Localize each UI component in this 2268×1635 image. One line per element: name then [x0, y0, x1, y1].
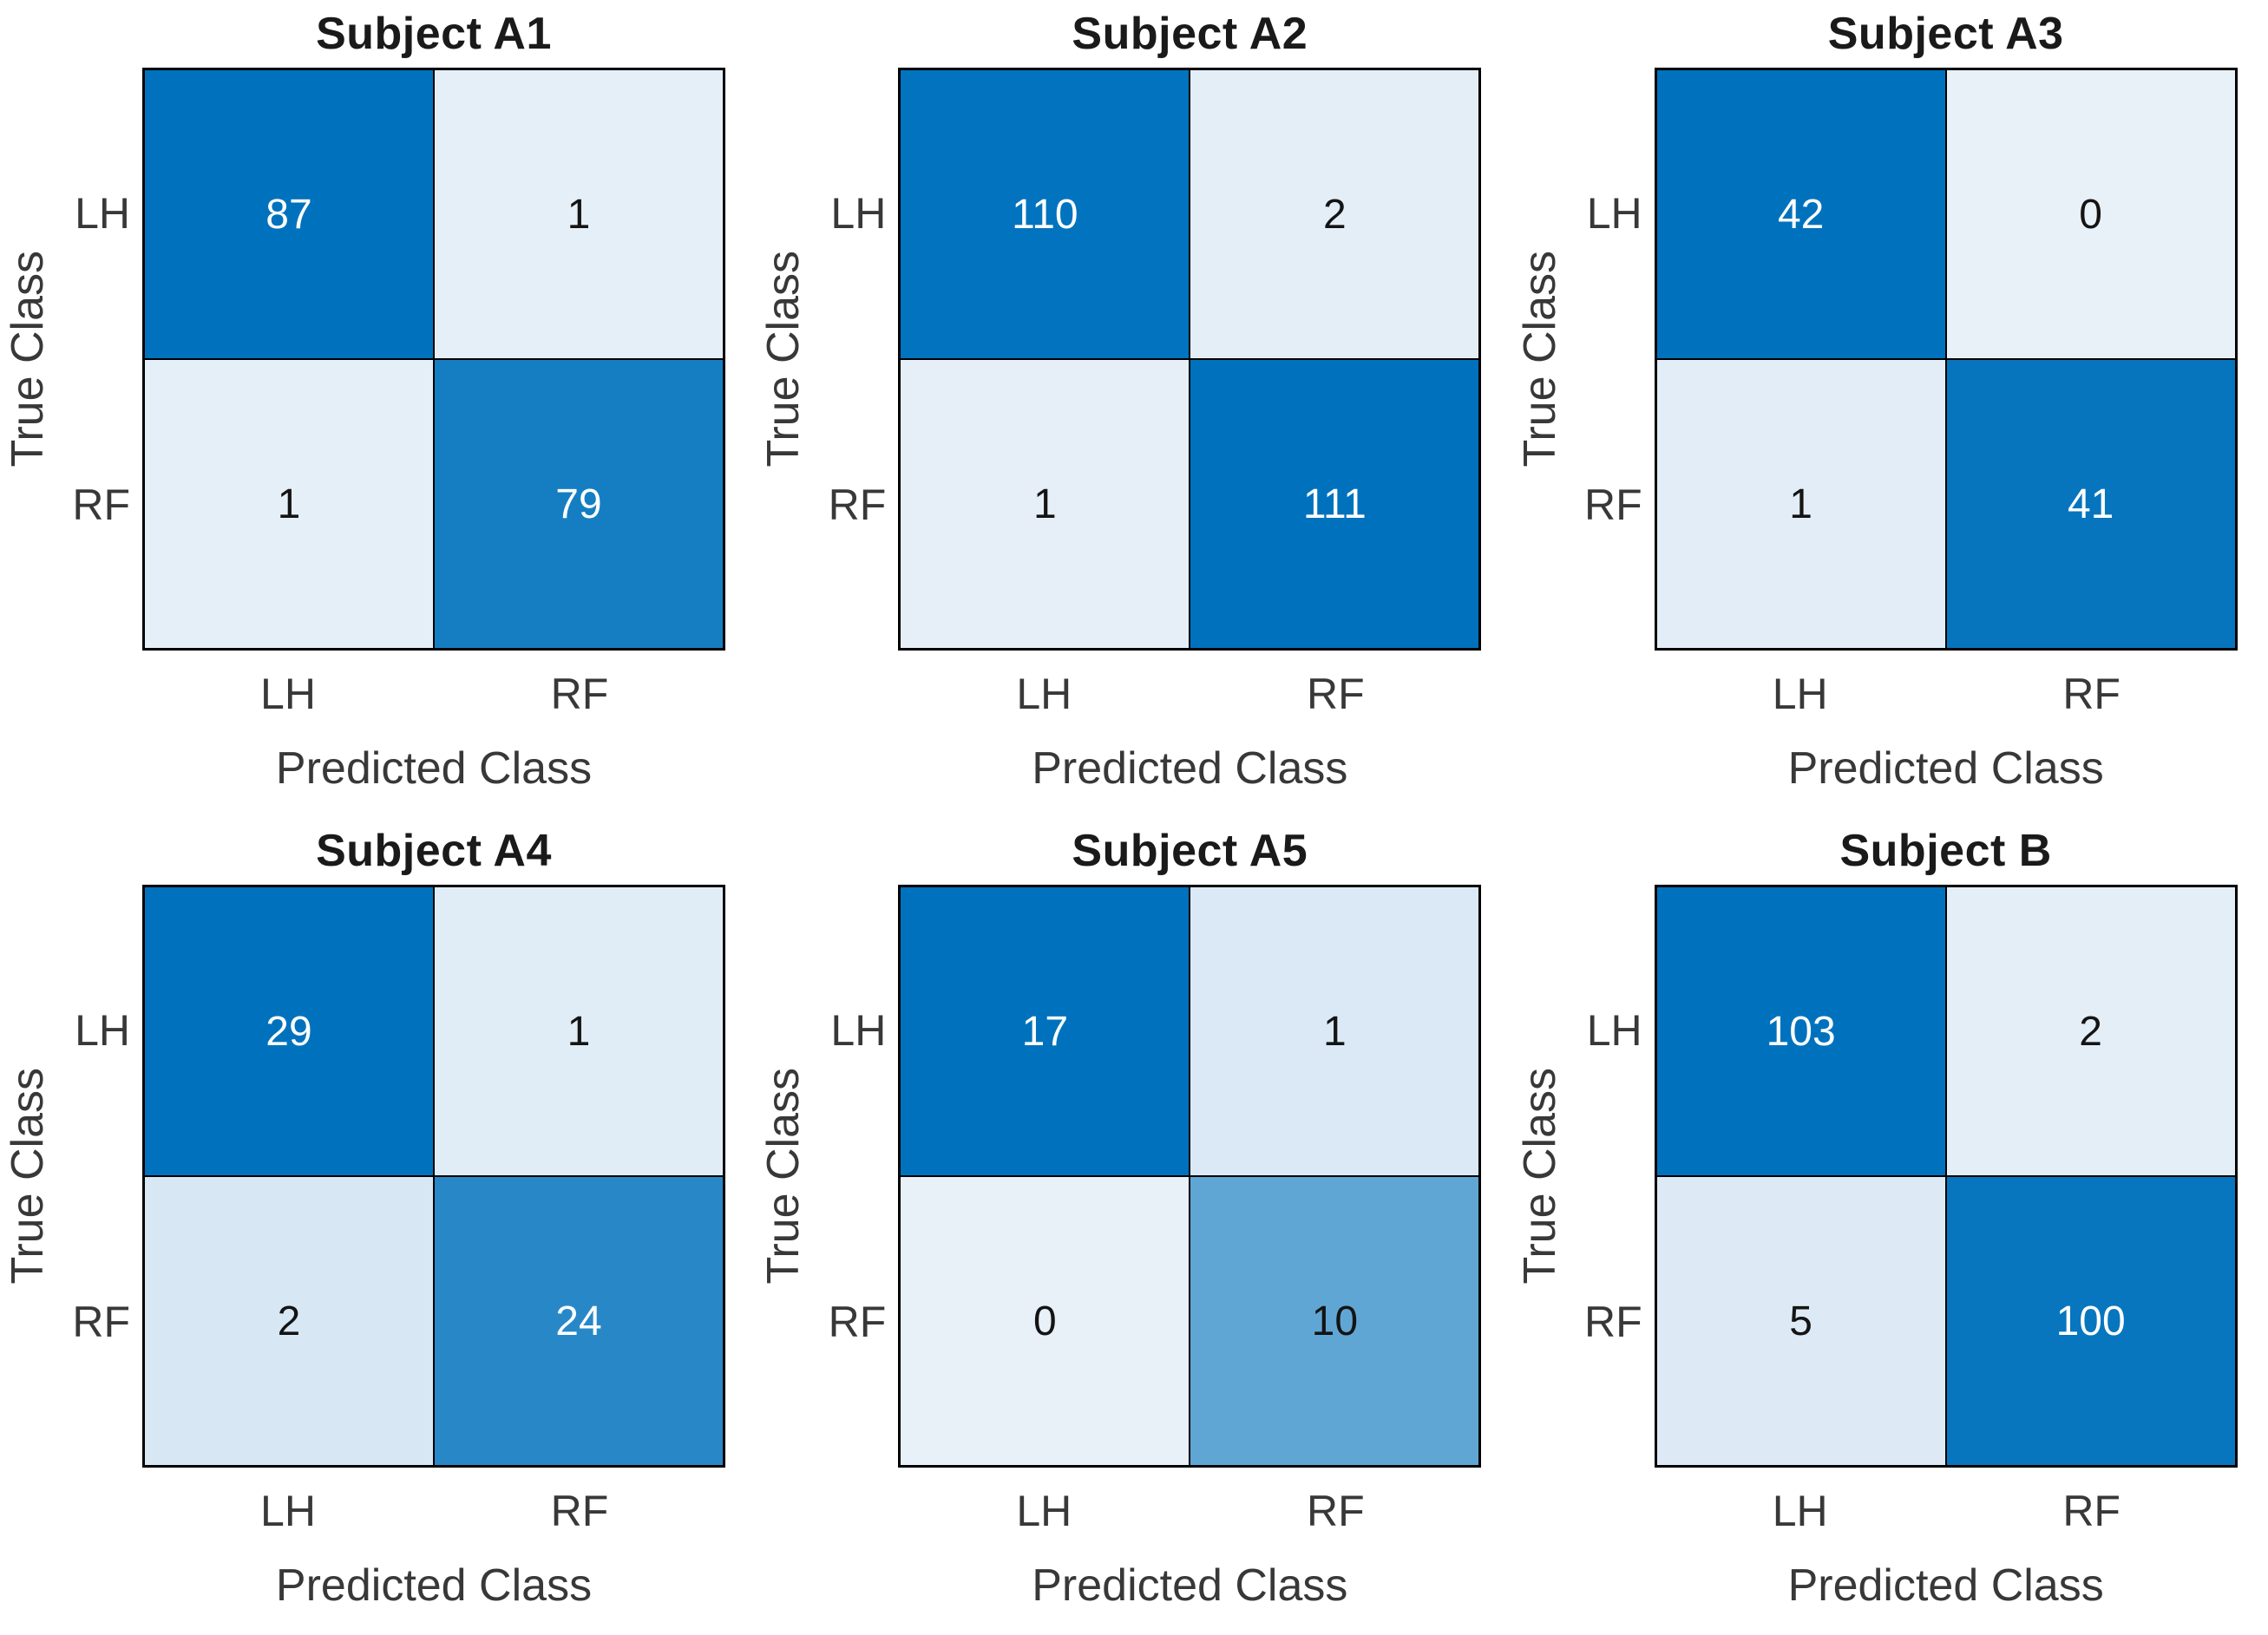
x-tick-lh: LH: [1772, 1487, 1828, 1535]
y-tick-lh: LH: [75, 1006, 130, 1055]
subplot-subject-a2: Subject A2 True Class LH RF 110 2 1 111 …: [756, 0, 1511, 817]
title-row: Subject A3: [1655, 0, 2238, 68]
x-tick-lh: LH: [1772, 670, 1828, 718]
confusion-matrix: 42 0 1 41: [1654, 68, 2238, 651]
matrix-cell: 42: [1656, 70, 1945, 358]
chart-title: Subject A2: [1072, 9, 1308, 59]
x-tick-rf: RF: [2062, 670, 2121, 718]
plot-area: True Class LH RF 17 1 0 10: [756, 885, 1511, 1468]
plot-area: True Class LH RF 110 2 1 111: [756, 68, 1511, 651]
subplot-subject-b: Subject B True Class LH RF 103 2 5 100 L…: [1512, 817, 2268, 1635]
matrix-cell: 100: [1946, 1177, 2235, 1465]
confusion-matrix: 17 1 0 10: [898, 885, 1482, 1468]
y-axis-label: True Class: [3, 1068, 53, 1285]
x-tick-rf: RF: [1307, 1487, 1365, 1535]
matrix-cell: 1: [435, 70, 723, 358]
x-tick-lh: LH: [1016, 1487, 1072, 1535]
y-axis-label: True Class: [1514, 1068, 1565, 1285]
y-tick-rf: RF: [828, 481, 887, 529]
title-row: Subject A4: [142, 817, 725, 885]
matrix-cell: 2: [145, 1177, 433, 1465]
matrix-cell: 2: [1946, 887, 2235, 1175]
matrix-cell: 87: [145, 70, 433, 358]
y-tick-rf: RF: [1584, 481, 1642, 529]
matrix-cell: 29: [145, 887, 433, 1175]
subplot-subject-a1: Subject A1 True Class LH RF 87 1 1 79 LH…: [0, 0, 756, 817]
x-tick-rf: RF: [1307, 670, 1365, 718]
x-tick-lh: LH: [1016, 670, 1072, 718]
matrix-cell: 10: [1190, 1177, 1479, 1465]
y-axis-label: True Class: [758, 251, 810, 468]
matrix-cell: 0: [901, 1177, 1190, 1465]
title-row: Subject A2: [898, 0, 1481, 68]
y-axis-label: True Class: [758, 1068, 810, 1285]
chart-title: Subject B: [1839, 826, 2052, 876]
x-tick-lh: LH: [260, 670, 316, 718]
x-axis-label: Predicted Class: [275, 743, 593, 794]
y-tick-lh: LH: [1586, 1006, 1642, 1055]
confusion-matrix: 103 2 5 100: [1654, 885, 2238, 1468]
y-tick-rf: RF: [72, 1298, 130, 1346]
x-tick-rf: RF: [2062, 1487, 2121, 1535]
y-tick-lh: LH: [830, 189, 887, 238]
chart-title: Subject A5: [1072, 826, 1308, 876]
x-axis-label: Predicted Class: [275, 1560, 593, 1611]
subplot-subject-a3: Subject A3 True Class LH RF 42 0 1 41 LH…: [1512, 0, 2268, 817]
plot-area: True Class LH RF 42 0 1 41: [1512, 68, 2268, 651]
subplot-subject-a5: Subject A5 True Class LH RF 17 1 0 10 LH…: [756, 817, 1511, 1635]
x-axis-label: Predicted Class: [1032, 743, 1348, 794]
x-tick-rf: RF: [550, 1487, 609, 1535]
plot-area: True Class LH RF 87 1 1 79: [0, 68, 756, 651]
matrix-cell: 1: [145, 360, 433, 648]
matrix-cell: 110: [901, 70, 1190, 358]
matrix-cell: 1: [1656, 360, 1945, 648]
matrix-cell: 5: [1656, 1177, 1945, 1465]
y-tick-lh: LH: [830, 1006, 887, 1055]
plot-area: True Class LH RF 29 1 2 24: [0, 885, 756, 1468]
chart-title: Subject A4: [316, 826, 552, 876]
matrix-cell: 0: [1946, 70, 2235, 358]
title-row: Subject A1: [142, 0, 725, 68]
y-tick-rf: RF: [72, 481, 130, 529]
confusion-matrix: 29 1 2 24: [142, 885, 725, 1468]
y-tick-lh: LH: [1586, 189, 1642, 238]
matrix-cell: 41: [1946, 360, 2235, 648]
x-axis-label: Predicted Class: [1032, 1560, 1348, 1611]
confusion-matrix: 110 2 1 111: [898, 68, 1482, 651]
confusion-matrix: 87 1 1 79: [142, 68, 725, 651]
chart-title: Subject A3: [1827, 9, 2064, 59]
y-axis-label: True Class: [1514, 251, 1565, 468]
chart-title: Subject A1: [316, 9, 552, 59]
matrix-cell: 1: [1190, 887, 1479, 1175]
matrix-cell: 1: [901, 360, 1190, 648]
matrix-cell: 24: [435, 1177, 723, 1465]
x-tick-rf: RF: [550, 670, 609, 718]
y-tick-lh: LH: [75, 189, 130, 238]
y-tick-rf: RF: [1584, 1298, 1642, 1346]
matrix-cell: 103: [1656, 887, 1945, 1175]
matrix-cell: 111: [1190, 360, 1479, 648]
matrix-cell: 1: [435, 887, 723, 1175]
x-axis-label: Predicted Class: [1787, 1560, 2104, 1611]
y-axis-label: True Class: [3, 251, 53, 468]
title-row: Subject A5: [898, 817, 1481, 885]
plot-area: True Class LH RF 103 2 5 100: [1512, 885, 2268, 1468]
title-row: Subject B: [1655, 817, 2238, 885]
x-tick-lh: LH: [260, 1487, 316, 1535]
x-axis-label: Predicted Class: [1787, 743, 2104, 794]
matrix-cell: 2: [1190, 70, 1479, 358]
matrix-cell: 79: [435, 360, 723, 648]
subplot-subject-a4: Subject A4 True Class LH RF 29 1 2 24 LH…: [0, 817, 756, 1635]
matrix-cell: 17: [901, 887, 1190, 1175]
y-tick-rf: RF: [828, 1298, 887, 1346]
